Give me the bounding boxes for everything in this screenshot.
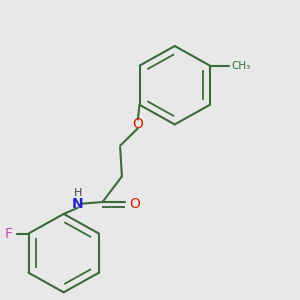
Text: N: N xyxy=(72,197,84,211)
Text: F: F xyxy=(4,226,13,241)
Text: O: O xyxy=(129,197,140,212)
Text: O: O xyxy=(132,117,143,130)
Text: CH₃: CH₃ xyxy=(231,61,250,70)
Text: H: H xyxy=(74,188,82,199)
